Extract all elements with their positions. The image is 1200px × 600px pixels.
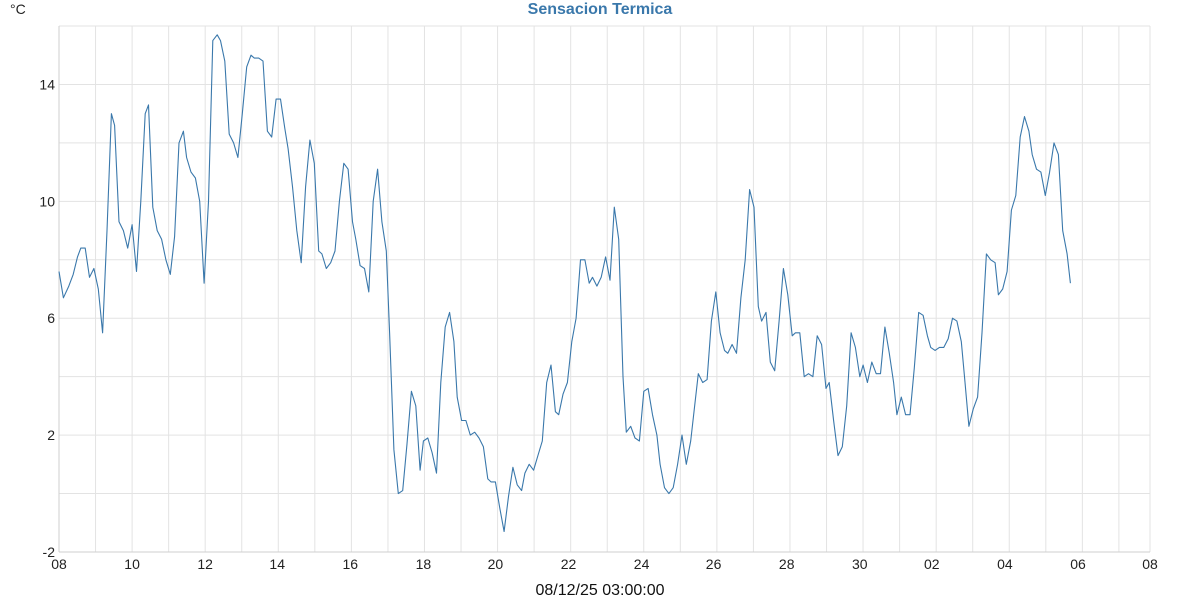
grid-layer (58, 25, 1151, 553)
x-tick-label: 28 (779, 556, 795, 572)
x-tick-label: 16 (343, 556, 359, 572)
x-axis-caption: 08/12/25 03:00:00 (535, 582, 665, 599)
y-tick-label: -2 (43, 544, 56, 560)
x-tick-label: 18 (416, 556, 432, 572)
x-tick-label: 04 (997, 556, 1013, 572)
x-tick-label: 06 (1070, 556, 1086, 572)
x-tick-label: 12 (197, 556, 213, 572)
y-tick-label: 2 (47, 427, 55, 443)
x-tick-label: 20 (488, 556, 504, 572)
axis-layer (58, 26, 1150, 553)
x-tick-label: 08 (51, 556, 67, 572)
y-tick-label: 14 (39, 76, 55, 92)
x-tick-label: 24 (634, 556, 650, 572)
y-tick-label: 10 (39, 193, 55, 209)
x-tick-label: 26 (706, 556, 722, 572)
chart-title: Sensacion Termica (527, 1, 673, 18)
x-tick-label: 08 (1142, 556, 1158, 572)
y-axis-unit-label: °C (10, 1, 26, 17)
series-layer (58, 34, 1071, 533)
y-tick-label: 6 (47, 310, 55, 326)
x-tick-label: 14 (269, 556, 285, 572)
series-line (58, 34, 1071, 533)
x-tick-label: 30 (852, 556, 868, 572)
x-tick-label: 02 (924, 556, 940, 572)
x-tick-label: 10 (124, 556, 140, 572)
x-tick-label: 22 (561, 556, 577, 572)
